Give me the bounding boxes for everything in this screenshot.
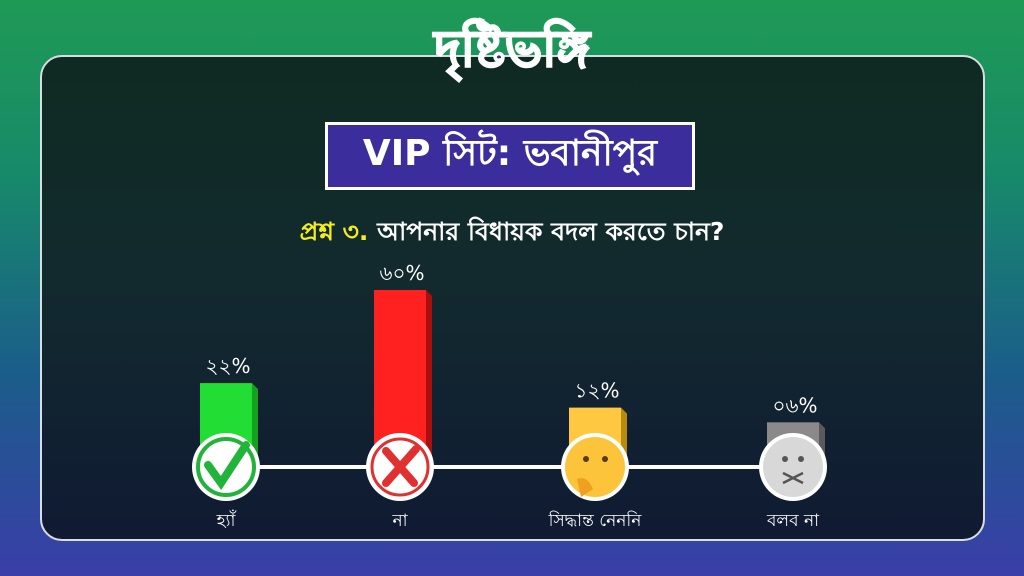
bar-side — [426, 290, 432, 467]
logo-part1: দৃষ্টি — [433, 19, 506, 79]
bar-side — [252, 383, 258, 467]
value-label: ০৬% — [772, 393, 817, 417]
eye — [583, 456, 589, 462]
category-label: হ্যাঁ — [216, 511, 236, 531]
icon-circle — [192, 433, 260, 501]
logo-part2: ভঙ্গি — [504, 19, 591, 79]
eye — [798, 456, 804, 462]
value-label: ৬০% — [379, 261, 424, 285]
check-icon — [204, 441, 250, 491]
question: প্রশ্ন ৩. আপনার বিধায়ক বদল করতে চান? — [0, 212, 1024, 255]
value-label: ২২% — [205, 354, 250, 378]
eye — [782, 456, 788, 462]
category-label: না — [392, 511, 408, 531]
check-icon-ring — [196, 437, 256, 497]
page-title: VIP সিট: ভবানীপুর — [325, 122, 695, 190]
logo: দৃষ্টিভঙ্গি — [0, 14, 1024, 84]
cross-icon-ring — [370, 437, 430, 497]
category-label: বলব না — [766, 511, 820, 531]
question-number: প্রশ্ন ৩. — [299, 217, 369, 246]
question-text: আপনার বিধায়ক বদল করতে চান? — [368, 217, 725, 246]
eye — [602, 456, 608, 462]
value-label: ১২% — [575, 379, 620, 403]
category-label: সিদ্ধান্ত নেননি — [548, 511, 642, 531]
hand — [577, 478, 593, 497]
x-mouth — [782, 471, 804, 485]
cross-icon — [382, 445, 420, 487]
mouth-closed-face-icon — [763, 437, 823, 497]
thinking-face-icon — [565, 437, 625, 497]
